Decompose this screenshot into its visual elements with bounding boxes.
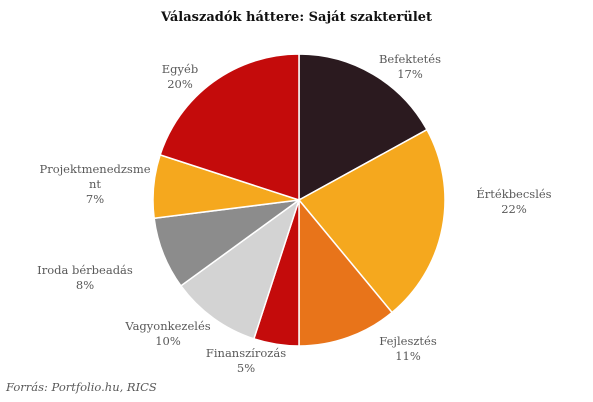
- slice-category-label: Egyéb: [162, 62, 198, 76]
- pie-slice: [159, 53, 300, 202]
- slice-label: Értékbecslés 22%: [476, 187, 551, 216]
- slice-value-label: 7%: [86, 192, 104, 206]
- slice-category-label: Fejlesztés: [379, 334, 437, 348]
- slice-label: Egyéb 20%: [162, 62, 198, 91]
- slice-category-label: Befektetés: [379, 52, 441, 66]
- source-note: Forrás: Portfolio.hu, RICS: [6, 380, 157, 394]
- pie-labels: Befektetés 17% Értékbecslés 22% Fejlesztés 11…: [37, 52, 552, 375]
- slice-category-label: nt: [89, 177, 101, 191]
- slice-label: Projektmenedzsme nt 7%: [39, 162, 150, 206]
- slice-category-label: Értékbecslés: [476, 187, 551, 201]
- pie-slice: [298, 197, 394, 347]
- slice-value-label: 17%: [397, 67, 423, 81]
- slice-value-label: 11%: [395, 349, 421, 363]
- slice-category-label: Projektmenedzsme: [39, 162, 150, 176]
- slice-value-label: 5%: [237, 361, 255, 375]
- pie-slice: [179, 198, 301, 340]
- slice-value-label: 20%: [167, 77, 193, 91]
- slice-label: Iroda bérbeadás 8%: [37, 263, 133, 292]
- slice-value-label: 10%: [155, 334, 181, 348]
- pie-slices: [152, 53, 446, 347]
- pie-slice: [297, 128, 446, 314]
- slice-category-label: Vagyonkezelés: [124, 319, 210, 333]
- slice-value-label: 8%: [76, 278, 94, 292]
- slice-category-label: Iroda bérbeadás: [37, 263, 133, 277]
- pie-slice: [298, 53, 428, 202]
- slice-label: Fejlesztés 11%: [379, 334, 437, 363]
- slice-label: Finanszírozás 5%: [206, 346, 286, 375]
- slice-label: Befektetés 17%: [379, 52, 441, 81]
- slice-value-label: 22%: [501, 202, 527, 216]
- chart-title: Válaszadók háttere: Saját szakterület: [160, 10, 433, 25]
- slice-label: Vagyonkezelés 10%: [124, 319, 210, 348]
- slice-category-label: Finanszírozás: [206, 346, 286, 360]
